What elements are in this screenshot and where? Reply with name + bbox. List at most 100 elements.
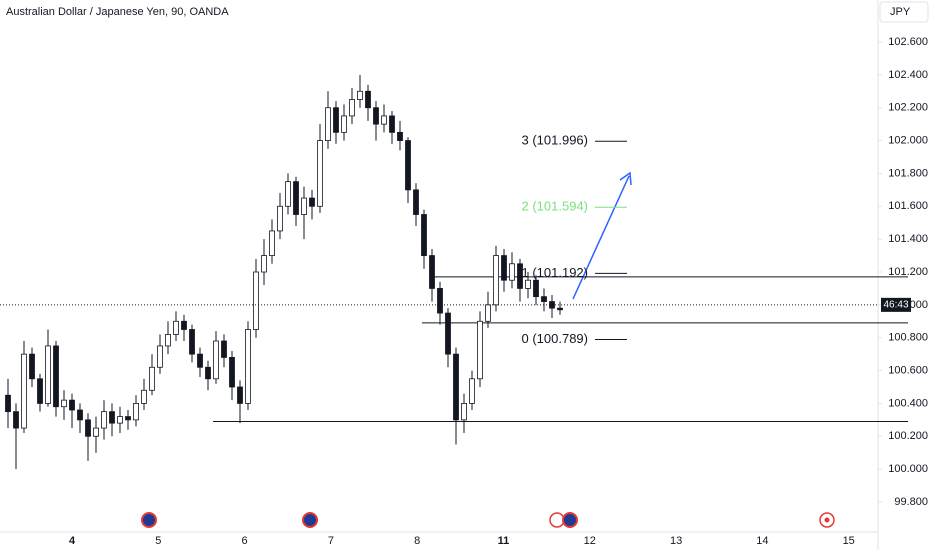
- countdown-box: [881, 297, 911, 312]
- candle-body: [501, 255, 507, 281]
- candle-body: [485, 304, 491, 322]
- candle-body: [493, 255, 499, 306]
- candle-body: [237, 386, 243, 404]
- candle-body: [93, 427, 99, 437]
- x-tick-label: 6: [242, 535, 248, 547]
- candle-body: [245, 329, 251, 404]
- candle-body: [101, 411, 107, 429]
- currency-box[interactable]: [879, 1, 929, 23]
- y-tick-label: 100.200: [888, 430, 928, 442]
- candle-body: [317, 140, 323, 207]
- chart-title: Australian Dollar / Japanese Yen, 90, OA…: [6, 6, 229, 18]
- candle-body: [325, 107, 331, 141]
- y-tick-label: 101.800: [888, 167, 928, 179]
- event-flag[interactable]: [302, 512, 318, 528]
- event-icons: [141, 512, 835, 528]
- candle-body: [277, 205, 283, 232]
- y-tick-label: 99.800: [894, 496, 928, 508]
- y-tick-label: 101.200: [888, 266, 928, 278]
- x-tick-label: 4: [69, 535, 76, 547]
- candle-body: [541, 296, 547, 302]
- candle-body: [437, 288, 443, 314]
- candle-body: [285, 181, 291, 207]
- candle-body: [149, 366, 155, 391]
- candle-body: [373, 107, 379, 125]
- candle-body: [429, 255, 435, 289]
- candle-body: [117, 416, 123, 424]
- candle-body: [421, 214, 427, 256]
- candle-body: [349, 99, 355, 117]
- y-tick-label: 101.400: [888, 233, 928, 245]
- event-lightning[interactable]: [549, 512, 565, 528]
- candle-body: [397, 131, 403, 141]
- candle-body: [61, 399, 67, 408]
- candle-body: [37, 378, 43, 404]
- candle-body: [45, 345, 51, 404]
- candle-body: [157, 345, 163, 368]
- x-tick-label: 12: [584, 535, 596, 547]
- y-tick-label: 100.400: [888, 397, 928, 409]
- y-tick-label: 100.800: [888, 332, 928, 344]
- candle-body: [445, 312, 451, 355]
- candle-body: [53, 345, 59, 408]
- candle-body: [21, 353, 27, 429]
- candle-body: [173, 320, 179, 335]
- candle-body: [333, 107, 339, 133]
- candle-body: [301, 197, 307, 215]
- candle-body: [357, 90, 363, 100]
- candle-body: [381, 115, 387, 125]
- candle-body: [253, 271, 259, 330]
- candle-body: [13, 411, 19, 429]
- candle-body: [77, 409, 83, 421]
- candle-body: [269, 230, 275, 256]
- candle-body: [205, 366, 211, 380]
- candle-body: [197, 353, 203, 368]
- candle-body: [5, 394, 11, 413]
- x-tick-label: 5: [155, 535, 161, 547]
- event-dot-center: [824, 517, 830, 523]
- candle-body: [517, 263, 523, 289]
- candle-body: [261, 255, 267, 273]
- y-tick-label: 102.200: [888, 102, 928, 114]
- candle-body: [109, 411, 115, 424]
- event-flag[interactable]: [141, 512, 157, 528]
- candle-body: [557, 307, 563, 311]
- candle-body: [533, 279, 539, 298]
- x-tick-label: 7: [328, 535, 334, 547]
- candle-body: [389, 115, 395, 133]
- candle-body: [309, 197, 315, 207]
- x-tick-label: 8: [414, 535, 420, 547]
- candle-body: [365, 90, 371, 109]
- fib-label: 1 (101.192): [522, 265, 589, 280]
- candle-body: [413, 189, 419, 215]
- countdown: 46:43: [883, 299, 908, 310]
- candle-body: [293, 181, 299, 215]
- arrow: [572, 175, 630, 300]
- currency: JPY: [890, 6, 911, 18]
- y-tick-label: 102.400: [888, 69, 928, 81]
- y-tick-label: 102.600: [888, 36, 928, 48]
- candle-body: [453, 353, 459, 421]
- candle-body: [69, 399, 75, 411]
- y-tick-label: 100.000: [888, 463, 928, 475]
- x-tick-label: 15: [843, 535, 855, 547]
- candle-body: [341, 115, 347, 133]
- candle-body: [229, 357, 235, 388]
- fib-label: 2 (101.594): [522, 199, 589, 214]
- fib-label: 3 (101.996): [522, 133, 589, 148]
- y-tick-label: 102.000: [888, 134, 928, 146]
- event-flag[interactable]: [562, 512, 578, 528]
- candle-body: [213, 340, 219, 380]
- candle-body: [405, 140, 411, 191]
- x-tick-label: 13: [670, 535, 682, 547]
- candle-body: [509, 263, 515, 281]
- candle-body: [85, 419, 91, 437]
- candle-body: [525, 279, 531, 289]
- candle-body: [461, 403, 467, 421]
- candle-body: [29, 353, 35, 380]
- candle-body: [141, 389, 147, 404]
- candle-body: [221, 340, 227, 358]
